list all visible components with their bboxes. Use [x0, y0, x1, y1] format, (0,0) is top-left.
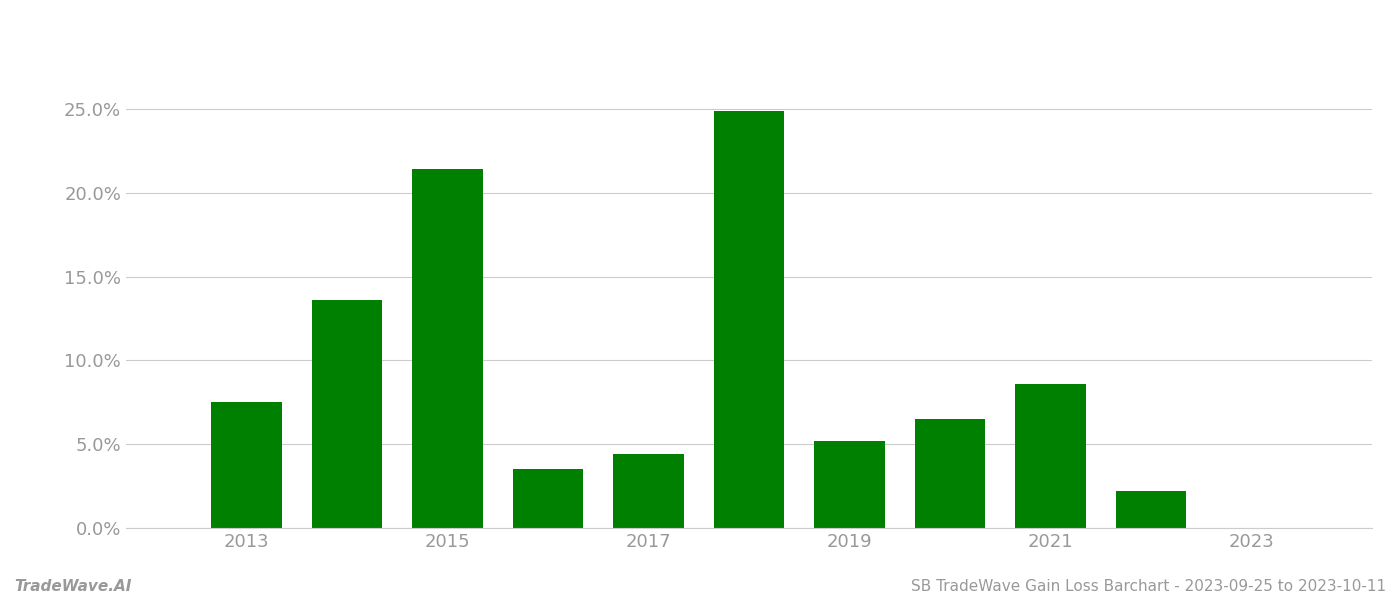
Bar: [1015, 384, 1085, 528]
Bar: [714, 111, 784, 528]
Bar: [914, 419, 986, 528]
Bar: [613, 454, 683, 528]
Bar: [211, 403, 281, 528]
Bar: [312, 300, 382, 528]
Text: TradeWave.AI: TradeWave.AI: [14, 579, 132, 594]
Bar: [815, 441, 885, 528]
Bar: [512, 469, 584, 528]
Bar: [413, 169, 483, 528]
Text: SB TradeWave Gain Loss Barchart - 2023-09-25 to 2023-10-11: SB TradeWave Gain Loss Barchart - 2023-0…: [911, 579, 1386, 594]
Bar: [1116, 491, 1186, 528]
